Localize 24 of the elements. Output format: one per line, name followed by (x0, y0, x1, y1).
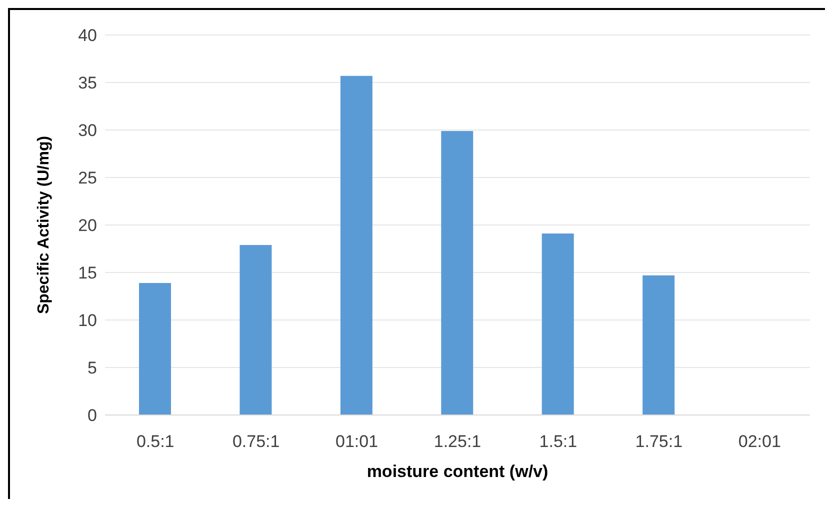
y-tick-label: 15 (78, 264, 97, 283)
x-tick-label: 01:01 (336, 432, 378, 452)
bar (441, 130, 474, 415)
y-tick-label: 5 (88, 358, 97, 378)
y-tick-label: 25 (78, 168, 97, 188)
y-tick-label: 10 (78, 311, 97, 330)
y-tick-label: 20 (78, 216, 97, 236)
y-tick-label: 0 (88, 406, 97, 426)
bar (340, 76, 372, 415)
bar (642, 275, 675, 415)
x-tick-label: 0.75:1 (232, 432, 280, 452)
bar (542, 234, 574, 415)
x-tick-label: 1.5:1 (539, 432, 578, 452)
y-tick-label: 40 (78, 26, 97, 46)
bar (139, 282, 171, 415)
x-tick-label: 02:01 (738, 432, 781, 452)
bar (240, 244, 272, 415)
x-tick-label: 1.75:1 (635, 432, 683, 452)
x-axis-title: moisture content (w/v) (366, 462, 548, 481)
y-axis-title: Specific Activity (U/mg) (36, 136, 53, 314)
y-tick-label: 30 (78, 121, 97, 140)
x-tick-label: 0.5:1 (136, 432, 174, 452)
y-tick-label: 35 (78, 74, 97, 93)
x-tick-label: 1.25:1 (434, 432, 482, 452)
